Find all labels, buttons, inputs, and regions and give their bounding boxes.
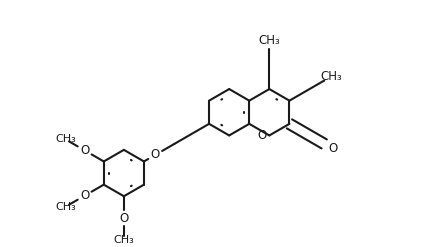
Text: O: O xyxy=(80,189,89,202)
Text: O: O xyxy=(258,129,267,142)
Text: CH₃: CH₃ xyxy=(320,70,342,83)
Text: O: O xyxy=(328,142,337,155)
Text: O: O xyxy=(119,212,128,225)
Text: CH₃: CH₃ xyxy=(55,134,76,144)
Text: CH₃: CH₃ xyxy=(259,34,280,47)
Text: O: O xyxy=(151,148,160,162)
Text: O: O xyxy=(80,144,89,157)
Text: CH₃: CH₃ xyxy=(113,235,134,246)
Text: CH₃: CH₃ xyxy=(55,202,76,212)
